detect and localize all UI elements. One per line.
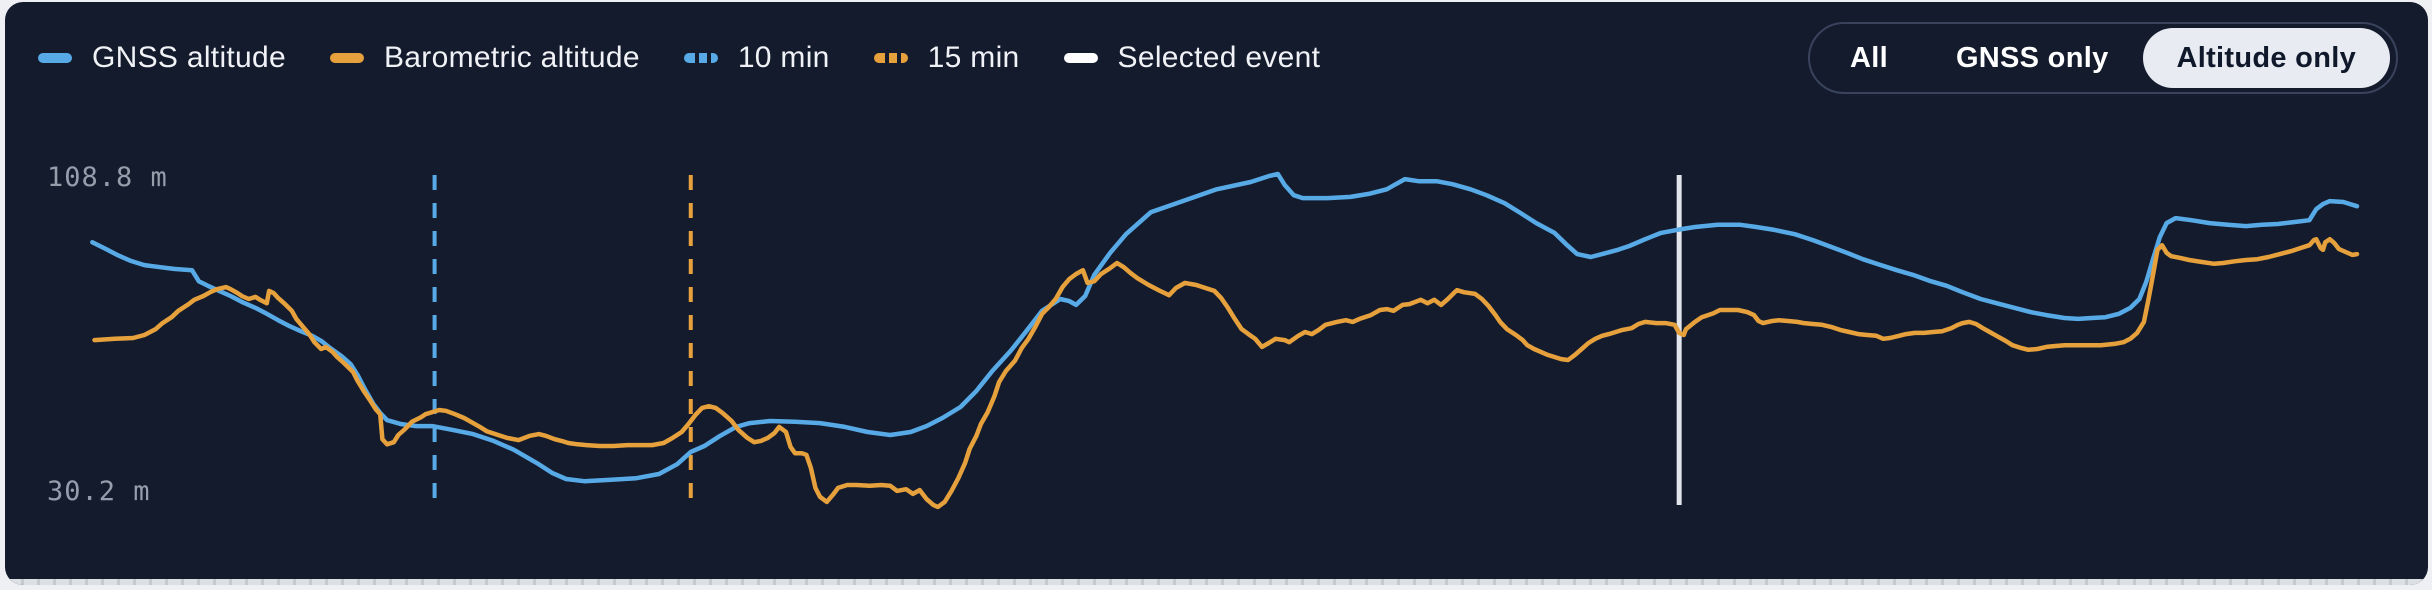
gnss-altitude-line-swatch-icon — [38, 53, 72, 63]
selected-event-swatch-icon — [1063, 53, 1098, 63]
y-axis-max-label: 108.8 m — [47, 162, 168, 193]
bottom-edge-strip — [5, 579, 2428, 585]
toggle-altitude-only-button[interactable]: Altitude only — [2142, 28, 2390, 88]
series-gnss-altitude — [90, 171, 2360, 484]
toggle-all-button[interactable]: All — [1816, 28, 1922, 88]
view-toggle: All GNSS only Altitude only — [1807, 22, 2398, 94]
altitude-chart-card: 108.8 m 30.2 m GNSS altitude Barometric … — [5, 2, 2428, 585]
series-barometric-altitude — [92, 236, 2360, 510]
legend-item-gnss-altitude[interactable]: GNSS altitude — [38, 41, 286, 75]
legend-item-15-min[interactable]: 15 min — [873, 41, 1020, 75]
altitude-chart[interactable] — [5, 2, 2428, 585]
fifteen-min-dashed-swatch-icon — [873, 53, 908, 63]
legend-item-selected-event[interactable]: Selected event — [1063, 41, 1321, 75]
chart-topbar: GNSS altitude Barometric altitude 10 min… — [5, 2, 2428, 114]
chart-legend: GNSS altitude Barometric altitude 10 min… — [38, 41, 1320, 75]
legend-item-barometric-altitude[interactable]: Barometric altitude — [330, 41, 640, 75]
legend-label: Selected event — [1117, 41, 1321, 74]
y-axis-min-label: 30.2 m — [47, 476, 151, 507]
legend-label: Barometric altitude — [384, 41, 640, 74]
barometric-altitude-line-swatch-icon — [330, 53, 364, 63]
legend-label: 15 min — [927, 41, 1020, 74]
toggle-gnss-only-button[interactable]: GNSS only — [1922, 28, 2143, 88]
ten-min-dashed-swatch-icon — [683, 53, 718, 63]
legend-label: 10 min — [737, 41, 830, 74]
legend-label: GNSS altitude — [92, 41, 286, 74]
legend-item-10-min[interactable]: 10 min — [683, 41, 830, 75]
